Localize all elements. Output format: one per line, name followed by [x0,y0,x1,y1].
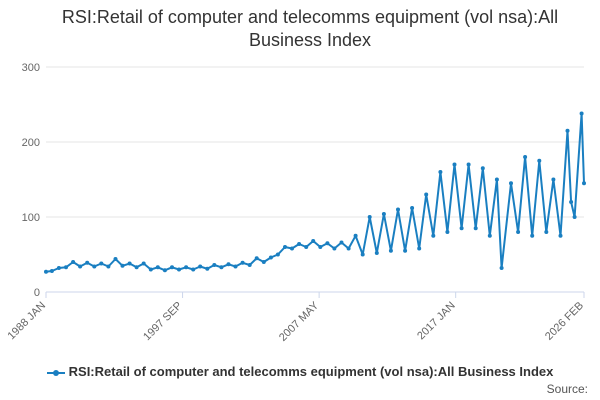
data-point[interactable] [572,215,577,219]
data-point[interactable] [367,215,372,219]
legend[interactable]: RSI:Retail of computer and telecomms equ… [0,364,600,379]
data-point[interactable] [551,177,556,182]
data-point[interactable] [184,265,189,270]
data-point[interactable] [544,230,549,234]
data-point[interactable] [396,207,400,212]
source-label: Source: [546,382,588,396]
data-point[interactable] [569,200,574,204]
x-tick-label: 1997 SEP [141,300,185,344]
x-tick-label: 1988 JAN [5,300,48,343]
data-point[interactable] [49,269,54,273]
data-point[interactable] [261,260,266,264]
data-point[interactable] [558,233,563,238]
data-point[interactable] [191,267,196,272]
data-point[interactable] [325,241,330,246]
data-point[interactable] [254,256,259,261]
data-point[interactable] [473,226,478,231]
data-point[interactable] [56,266,61,270]
data-point[interactable] [283,245,287,249]
data-point[interactable] [99,261,104,266]
grid-layer [46,66,584,218]
data-point[interactable] [487,233,492,238]
data-point[interactable] [127,261,132,266]
x-tick-label: 2017 JAN [415,300,458,343]
data-point[interactable] [537,158,542,163]
data-point[interactable] [438,170,443,174]
data-point[interactable] [134,265,139,270]
data-point[interactable] [85,260,90,265]
data-point[interactable] [374,251,379,255]
data-point[interactable] [205,266,210,271]
data-point[interactable] [388,248,393,253]
data-point[interactable] [71,260,76,264]
data-point[interactable] [403,248,408,253]
data-point[interactable] [198,264,203,269]
data-point[interactable] [582,181,586,186]
data-point[interactable] [459,226,464,231]
data-point[interactable] [509,181,513,186]
data-point[interactable] [452,162,457,167]
data-point[interactable] [494,177,499,182]
data-point[interactable] [332,246,337,251]
y-tick-label: 300 [22,62,40,74]
data-point[interactable] [410,206,415,210]
x-tick-label: 2026 FEB [543,300,586,343]
data-point[interactable] [424,192,429,197]
data-point[interactable] [177,267,181,272]
data-point[interactable] [297,242,302,246]
data-point[interactable] [92,264,97,269]
data-point[interactable] [466,162,471,167]
data-point[interactable] [247,263,252,267]
data-point[interactable] [565,128,570,133]
data-point[interactable] [113,257,118,261]
data-point[interactable] [445,230,450,234]
series-line [45,112,585,273]
data-point[interactable] [304,245,309,249]
series-layer [44,111,586,274]
chart-title: RSI:Retail of computer and telecomms equ… [61,7,559,50]
data-point[interactable] [417,246,422,251]
data-point[interactable] [381,212,386,216]
data-point[interactable] [162,268,167,273]
data-point[interactable] [431,233,436,238]
data-point[interactable] [78,264,83,269]
y-tick-label: 100 [22,212,40,224]
data-point[interactable] [579,111,584,116]
data-point[interactable] [44,269,48,274]
data-point[interactable] [268,255,273,260]
data-point[interactable] [523,155,528,159]
data-point[interactable] [499,266,504,270]
data-point[interactable] [311,239,316,243]
data-point[interactable] [170,265,174,270]
data-point[interactable] [240,260,245,265]
data-point[interactable] [275,252,280,257]
y-tick-label: 200 [22,137,40,149]
data-point[interactable] [360,252,365,257]
data-point[interactable] [64,265,68,270]
data-point[interactable] [106,264,111,269]
data-point[interactable] [346,246,351,251]
data-point[interactable] [120,263,125,268]
data-point[interactable] [226,262,231,267]
data-point[interactable] [353,233,358,238]
data-point[interactable] [339,240,344,245]
data-point[interactable] [290,246,294,251]
data-point[interactable] [516,230,521,234]
x-tick-label: 2007 MAY [277,299,322,344]
data-point[interactable] [155,265,160,270]
data-point[interactable] [530,233,535,238]
legend-label: RSI:Retail of computer and telecomms equ… [68,364,554,379]
data-point[interactable] [318,245,323,249]
data-point[interactable] [212,263,217,267]
data-point[interactable] [233,264,238,269]
y-tick-label: 0 [34,287,40,299]
data-point[interactable] [480,166,485,171]
data-point[interactable] [148,267,153,272]
legend-line-icon [46,369,65,376]
data-point[interactable] [219,265,224,270]
data-point[interactable] [141,261,146,266]
